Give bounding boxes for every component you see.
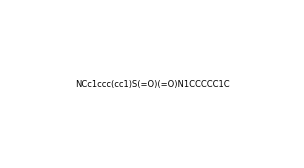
Text: NCc1ccc(cc1)S(=O)(=O)N1CCCCC1C: NCc1ccc(cc1)S(=O)(=O)N1CCCCC1C [75,79,229,89]
